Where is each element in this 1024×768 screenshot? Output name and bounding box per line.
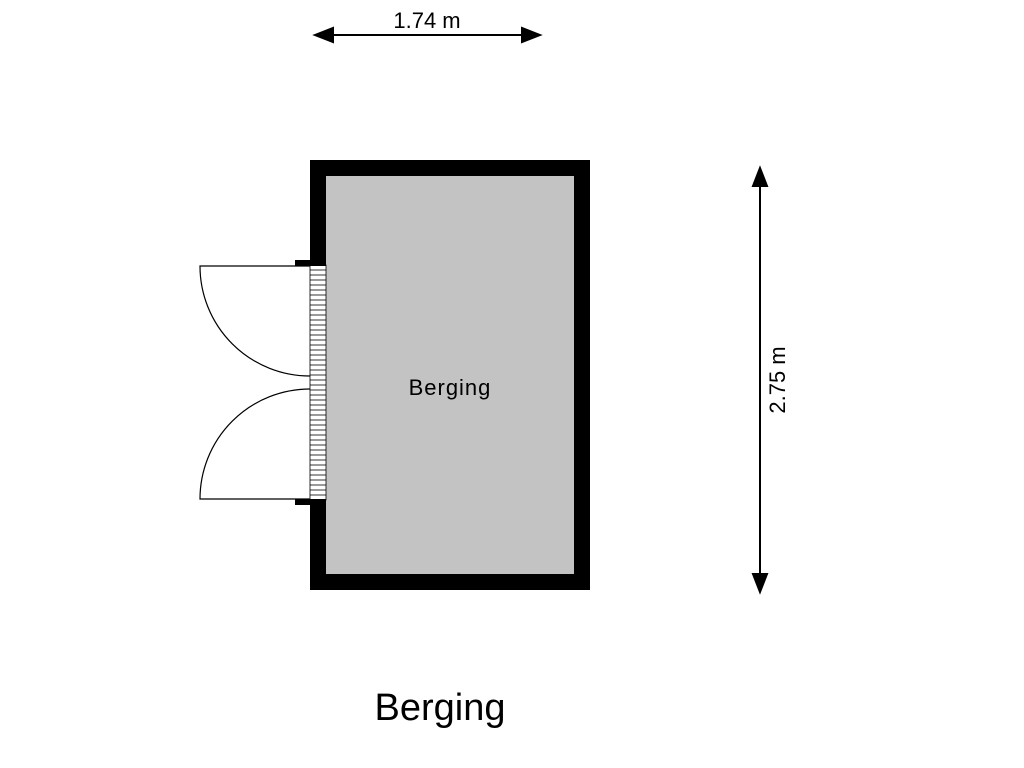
- room-label: Berging: [409, 375, 492, 400]
- door-swing: [200, 266, 310, 499]
- dimension-height-label: 2.75 m: [765, 346, 790, 413]
- plan-title: Berging: [375, 687, 506, 729]
- wall-stub-top: [295, 260, 326, 266]
- wall-stub-bottom: [295, 499, 326, 505]
- floorplan-canvas: Berging 1.74 m 2.75 m Berging: [0, 0, 1024, 768]
- door-jamb-hatch: [310, 265, 326, 500]
- dimension-width-label: 1.74 m: [393, 8, 460, 33]
